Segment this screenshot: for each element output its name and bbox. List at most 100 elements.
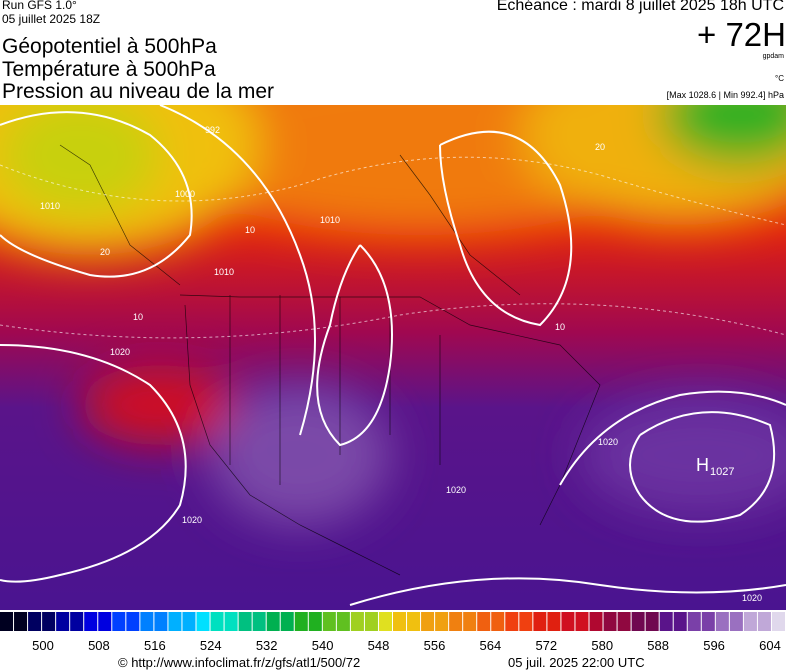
color-swatch bbox=[70, 612, 84, 631]
colorbar-label: 580 bbox=[591, 638, 613, 653]
color-swatch bbox=[645, 612, 659, 631]
colorbar-label: 564 bbox=[480, 638, 502, 653]
color-swatch bbox=[280, 612, 294, 631]
high-letter: H bbox=[696, 455, 709, 475]
color-swatch bbox=[575, 612, 589, 631]
unit: °C bbox=[775, 74, 784, 83]
colorbar: 500 508 516 524 532 540 548 556 564 572 580 588 596 6… bbox=[0, 612, 785, 653]
color-swatch bbox=[168, 612, 182, 631]
colorbar-label: 508 bbox=[88, 638, 110, 653]
color-swatch bbox=[294, 612, 308, 631]
contour-label: 1020 bbox=[742, 593, 762, 603]
unit: gpdam bbox=[762, 53, 784, 60]
run: Run GFS 1.0° bbox=[2, 0, 77, 12]
color-swatch bbox=[659, 612, 673, 631]
title: Température à 500hPa bbox=[2, 58, 216, 81]
color-swatch bbox=[182, 612, 196, 631]
colorbar-label: 500 bbox=[32, 638, 54, 653]
colorbar-label: 548 bbox=[368, 638, 390, 653]
contour-label: 992 bbox=[205, 125, 220, 135]
contour-label: 10 bbox=[555, 322, 565, 332]
color-swatch bbox=[322, 612, 336, 631]
color-swatch bbox=[421, 612, 435, 631]
map: H 1027 992100010101010101010201020102010… bbox=[0, 105, 786, 610]
contour-label: 20 bbox=[595, 142, 605, 152]
color-swatch bbox=[687, 612, 701, 631]
color-swatch bbox=[533, 612, 547, 631]
color-swatch bbox=[28, 612, 42, 631]
color-swatch bbox=[673, 612, 687, 631]
color-swatch bbox=[547, 612, 561, 631]
color-swatch bbox=[519, 612, 533, 631]
color-swatch bbox=[238, 612, 252, 631]
colorbar-label: 588 bbox=[647, 638, 669, 653]
contour-label: 1000 bbox=[175, 189, 195, 199]
color-swatch bbox=[477, 612, 491, 631]
color-swatch bbox=[154, 612, 168, 631]
contour-label: 1020 bbox=[110, 347, 130, 357]
contour-label: 10 bbox=[133, 312, 143, 322]
colorbar-label: 532 bbox=[256, 638, 278, 653]
colorbar-label: 516 bbox=[144, 638, 166, 653]
color-swatch bbox=[771, 612, 785, 631]
run-date: 05 juillet 2025 18Z bbox=[2, 12, 101, 26]
color-swatch bbox=[407, 612, 421, 631]
contour-label: 1010 bbox=[40, 201, 60, 211]
color-swatch bbox=[0, 612, 14, 631]
color-swatch bbox=[196, 612, 210, 631]
color-swatch bbox=[112, 612, 126, 631]
lead-time: + 72H bbox=[697, 16, 786, 53]
color-swatch bbox=[252, 612, 266, 631]
title: Pression au niveau de la mer bbox=[2, 80, 274, 103]
color-swatch bbox=[589, 612, 603, 631]
color-swatch bbox=[729, 612, 743, 631]
color-swatch bbox=[435, 612, 449, 631]
color-swatch bbox=[701, 612, 715, 631]
color-swatch bbox=[350, 612, 364, 631]
color-swatch bbox=[715, 612, 729, 631]
color-swatch bbox=[140, 612, 154, 631]
color-swatch bbox=[98, 612, 112, 631]
valid-time: Echéance : mardi 8 juillet 2025 18h UTC bbox=[496, 0, 784, 14]
contour-label: 1010 bbox=[214, 267, 234, 277]
title: Géopotentiel à 500hPa bbox=[2, 35, 217, 58]
color-swatch bbox=[561, 612, 575, 631]
color-swatch bbox=[126, 612, 140, 631]
color-swatch bbox=[84, 612, 98, 631]
colorbar-label: 596 bbox=[703, 638, 725, 653]
color-swatch bbox=[364, 612, 378, 631]
color-swatch bbox=[224, 612, 238, 631]
colorbar-label: 572 bbox=[535, 638, 557, 653]
color-swatch bbox=[266, 612, 280, 631]
colorbar-label: 556 bbox=[424, 638, 446, 653]
color-swatch bbox=[743, 612, 757, 631]
color-swatch bbox=[757, 612, 771, 631]
color-swatch bbox=[631, 612, 645, 631]
color-swatch bbox=[14, 612, 28, 631]
color-swatch bbox=[56, 612, 70, 631]
color-swatch bbox=[210, 612, 224, 631]
color-swatch bbox=[449, 612, 463, 631]
source-url: © http://www.infoclimat.fr/z/gfs/atl1/50… bbox=[118, 655, 361, 670]
colorbar-label: 524 bbox=[200, 638, 222, 653]
colorbar-label: 604 bbox=[759, 638, 781, 653]
color-swatch bbox=[505, 612, 519, 631]
color-swatch bbox=[463, 612, 477, 631]
color-swatch bbox=[308, 612, 322, 631]
contour-label: 20 bbox=[100, 247, 110, 257]
contour-label: 10 bbox=[245, 225, 255, 235]
color-swatch bbox=[491, 612, 505, 631]
contour-label: 1020 bbox=[598, 437, 618, 447]
footer-date: 05 juil. 2025 22:00 UTC bbox=[508, 655, 645, 670]
color-swatch bbox=[336, 612, 350, 631]
color-swatch bbox=[603, 612, 617, 631]
color-swatch bbox=[393, 612, 407, 631]
contour-label: 1020 bbox=[182, 515, 202, 525]
colorbar-label: 540 bbox=[312, 638, 334, 653]
pressure-range: [Max 1028.6 | Min 992.4] hPa bbox=[666, 90, 784, 100]
color-swatch bbox=[617, 612, 631, 631]
color-swatch bbox=[378, 612, 392, 631]
contour-label: 1020 bbox=[446, 485, 466, 495]
high-value: 1027 bbox=[710, 466, 734, 478]
